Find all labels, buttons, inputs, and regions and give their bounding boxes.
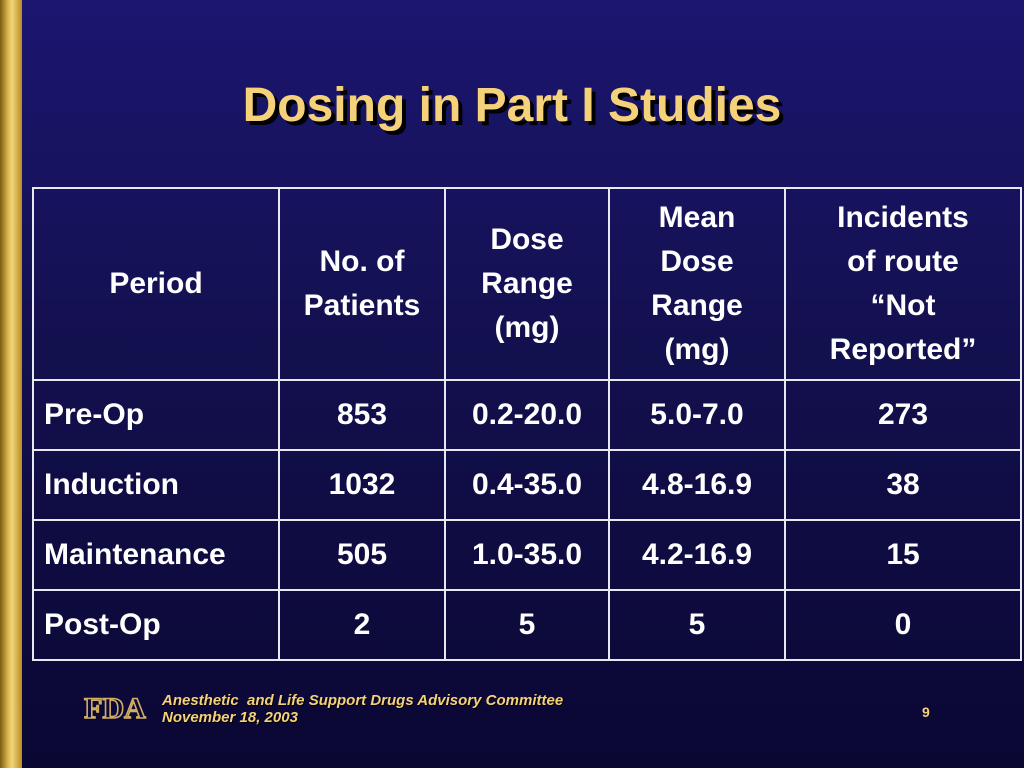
fda-logo-text: FDA xyxy=(84,692,146,722)
slide-title: Dosing in Part I Studies xyxy=(242,79,782,132)
cell-incidents: 38 xyxy=(784,449,1022,521)
header-incidents-not-reported: Incidents of route “Not Reported” xyxy=(784,187,1022,381)
table-row: Pre-Op 853 0.2-20.0 5.0-7.0 273 xyxy=(32,379,1022,451)
fda-logo-icon: FDA xyxy=(83,692,147,722)
cell-mean-dose-range: 4.2-16.9 xyxy=(608,519,786,591)
footer-credit: Anesthetic and Life Support Drugs Adviso… xyxy=(162,692,563,726)
header-line: Patients xyxy=(303,289,421,322)
gold-accent-bar xyxy=(0,0,22,768)
footer-date: November 18, 2003 xyxy=(162,709,298,726)
cell-incidents: 273 xyxy=(784,379,1022,451)
cell-incidents: 15 xyxy=(784,519,1022,591)
table-row: Maintenance 505 1.0-35.0 4.2-16.9 15 xyxy=(32,519,1022,591)
header-line: Incidents xyxy=(837,201,969,234)
cell-period: Maintenance xyxy=(32,519,280,591)
table-row: Induction 1032 0.4-35.0 4.8-16.9 38 xyxy=(32,449,1022,521)
header-line: Range xyxy=(481,267,573,300)
cell-num-patients: 2 xyxy=(278,589,446,661)
header-line: Range xyxy=(651,289,743,322)
cell-incidents: 0 xyxy=(784,589,1022,661)
dosing-table: Period No. of Patients Dose Range (mg) M… xyxy=(32,187,1022,661)
header-line: Mean xyxy=(658,201,736,234)
cell-dose-range: 0.4-35.0 xyxy=(444,449,610,521)
header-line: (mg) xyxy=(494,311,560,344)
cell-dose-range: 5 xyxy=(444,589,610,661)
header-mean-dose-range: Mean Dose Range (mg) xyxy=(608,187,786,381)
header-dose-range: Dose Range (mg) xyxy=(444,187,610,381)
header-num-patients: No. of Patients xyxy=(278,187,446,381)
table-row: Post-Op 2 5 5 0 xyxy=(32,589,1022,661)
cell-num-patients: 1032 xyxy=(278,449,446,521)
header-line: Dose xyxy=(660,245,734,278)
header-line: (mg) xyxy=(664,333,730,366)
header-line: “Not xyxy=(870,289,936,322)
header-period: Period xyxy=(32,187,280,381)
header-line: Period xyxy=(109,267,203,300)
cell-mean-dose-range: 5 xyxy=(608,589,786,661)
footer-committee: Anesthetic and Life Support Drugs Adviso… xyxy=(162,692,564,709)
header-line: Reported” xyxy=(829,333,977,366)
header-line: Dose xyxy=(490,223,564,256)
cell-period: Induction xyxy=(32,449,280,521)
cell-mean-dose-range: 4.8-16.9 xyxy=(608,449,786,521)
cell-num-patients: 505 xyxy=(278,519,446,591)
cell-dose-range: 0.2-20.0 xyxy=(444,379,610,451)
cell-period: Pre-Op xyxy=(32,379,280,451)
table-header-row: Period No. of Patients Dose Range (mg) M… xyxy=(32,187,1022,381)
cell-num-patients: 853 xyxy=(278,379,446,451)
cell-mean-dose-range: 5.0-7.0 xyxy=(608,379,786,451)
cell-dose-range: 1.0-35.0 xyxy=(444,519,610,591)
header-line: of route xyxy=(847,245,959,278)
page-number: 9 xyxy=(922,704,930,720)
header-line: No. of xyxy=(319,245,405,278)
cell-period: Post-Op xyxy=(32,589,280,661)
